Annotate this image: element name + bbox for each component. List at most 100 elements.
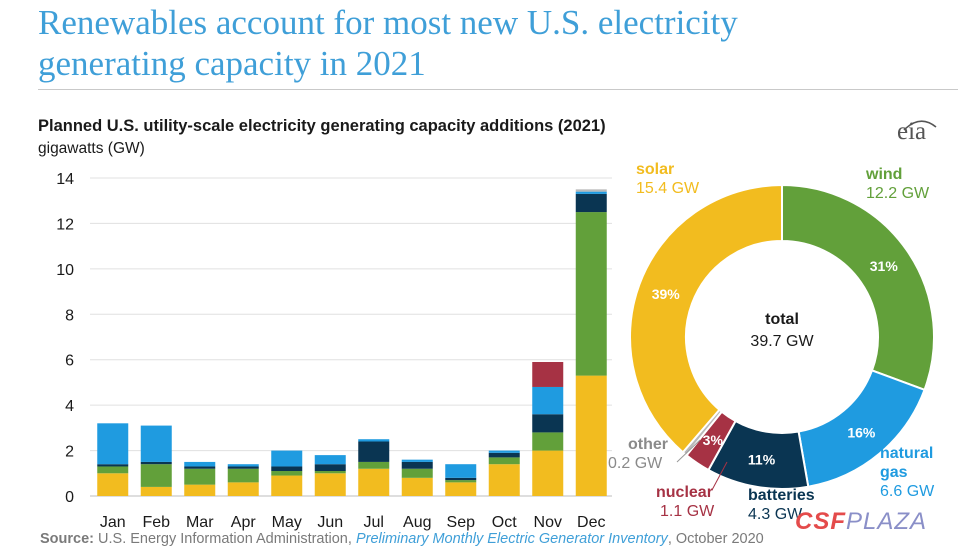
bar-mar-batteries (184, 466, 216, 469)
eia-logo-arc-icon (903, 120, 937, 131)
x-tick-apr: Apr (231, 514, 257, 531)
y-tick-labels: 0 2 4 6 8 10 12 14 (56, 171, 74, 506)
bar-oct-solar (488, 464, 520, 496)
bar-dec-batteries (575, 193, 607, 213)
donut-slice-solar (629, 183, 783, 454)
y-tick-10: 10 (56, 262, 74, 279)
bar-jan-natural_gas (97, 423, 129, 465)
watermark-part-1: CSF (795, 508, 846, 535)
bar-sep-natural_gas (445, 464, 477, 478)
y-tick-2: 2 (65, 444, 74, 461)
bar-aug-wind (401, 468, 433, 478)
bar-jan-solar (97, 473, 129, 496)
y-tick-6: 6 (65, 353, 74, 370)
watermark-part-2: PLAZA (846, 508, 928, 535)
slice-value-batteries: 4.3 GW (748, 506, 803, 523)
source-publication-link[interactable]: Preliminary Monthly Electric Generator I… (355, 531, 668, 547)
source-date: , October 2020 (667, 531, 764, 547)
bar-apr-batteries (227, 466, 259, 469)
bar-aug-solar (401, 477, 433, 496)
bar-jun-wind (314, 471, 346, 474)
slice-value-nuclear: 1.1 GW (660, 503, 715, 520)
donut-chart (629, 183, 935, 490)
x-tick-jul: Jul (364, 514, 384, 531)
bar-nov-nuclear (532, 361, 564, 387)
bar-nov-batteries (532, 414, 564, 433)
bar-jun-batteries (314, 464, 346, 472)
bar-jul-wind (358, 461, 390, 469)
bar-may-wind (271, 471, 303, 476)
y-axis-label: gigawatts (GW) (38, 140, 145, 157)
bar-jun-natural_gas (314, 455, 346, 465)
bar-jan-batteries (97, 464, 129, 467)
bar-aug-batteries (401, 461, 433, 469)
bar-may-natural_gas (271, 450, 303, 467)
y-tick-0: 0 (65, 489, 74, 506)
bar-jul-solar (358, 468, 390, 496)
y-tick-14: 14 (56, 171, 74, 188)
headline-divider (38, 89, 958, 90)
slice-name-nuclear-0: nuclear (656, 484, 713, 501)
donut-pct-solar: 39% (652, 286, 681, 302)
bar-jun-solar (314, 473, 346, 496)
bar-nov-natural_gas (532, 386, 564, 415)
bar-jul-batteries (358, 441, 390, 462)
y-tick-12: 12 (56, 216, 74, 233)
bar-feb-wind (140, 464, 172, 487)
bar-apr-natural_gas (227, 464, 259, 467)
bar-dec-other (575, 189, 607, 192)
bar-dec-natural_gas (575, 191, 607, 194)
slice-name-other-0: other (628, 436, 668, 453)
bar-jul-natural_gas (358, 439, 390, 442)
slice-value-solar: 15.4 GW (636, 180, 700, 197)
bar-mar-natural_gas (184, 461, 216, 467)
donut-pct-natural_gas: 16% (847, 424, 876, 440)
x-tick-aug: Aug (403, 514, 431, 531)
eia-logo: eia (897, 118, 927, 145)
x-tick-oct: Oct (492, 514, 517, 531)
donut-center-label: total (765, 311, 799, 328)
donut-pct-batteries: 11% (748, 451, 776, 467)
bar-may-solar (271, 475, 303, 496)
bar-aug-natural_gas (401, 459, 433, 462)
bar-mar-solar (184, 484, 216, 496)
bar-gridlines (90, 177, 612, 497)
leader-line-nuclear (711, 461, 728, 491)
bar-may-batteries (271, 466, 303, 472)
bar-nov-wind (532, 432, 564, 451)
leader-line-other (676, 439, 701, 463)
bar-marks (97, 189, 607, 496)
x-tick-labels: Jan Feb Mar Apr May Jun Jul Aug Sep Oct Nov Dec (100, 514, 606, 531)
source-label: Source: (40, 531, 94, 547)
slice-name-natural_gas-1: gas (880, 464, 908, 481)
bar-apr-wind (227, 468, 259, 483)
x-tick-jun: Jun (317, 514, 343, 531)
bar-sep-wind (445, 480, 477, 483)
bar-jan-wind (97, 466, 129, 474)
bar-oct-natural_gas (488, 450, 520, 453)
x-tick-may: May (272, 514, 302, 531)
donut-center-value: 39.7 GW (750, 333, 814, 350)
bar-sep-batteries (445, 477, 477, 481)
bar-oct-wind (488, 457, 520, 465)
donut-slice-wind (781, 183, 935, 392)
slice-name-natural_gas-0: natural (880, 445, 933, 462)
source-agency: U.S. Energy Information Administration, (98, 531, 352, 547)
slice-value-other: 0.2 GW (608, 455, 663, 472)
bar-mar-wind (184, 468, 216, 485)
bar-oct-batteries (488, 452, 520, 458)
y-tick-4: 4 (65, 398, 74, 415)
slice-name-batteries-0: batteries (748, 487, 815, 504)
slice-name-wind-0: wind (865, 166, 902, 183)
slice-value-wind: 12.2 GW (866, 185, 930, 202)
source-note: Source: U.S. Energy Information Administ… (40, 531, 764, 547)
headline-line-1: Renewables account for most new U.S. ele… (38, 3, 738, 42)
headline-line-2: generating capacity in 2021 (38, 44, 426, 83)
bar-dec-solar (575, 375, 607, 496)
x-tick-jan: Jan (100, 514, 126, 531)
slice-name-solar-0: solar (636, 161, 674, 178)
slice-value-natural_gas: 6.6 GW (880, 483, 935, 500)
watermark: CSFPLAZA (795, 508, 927, 536)
x-tick-sep: Sep (447, 514, 476, 531)
